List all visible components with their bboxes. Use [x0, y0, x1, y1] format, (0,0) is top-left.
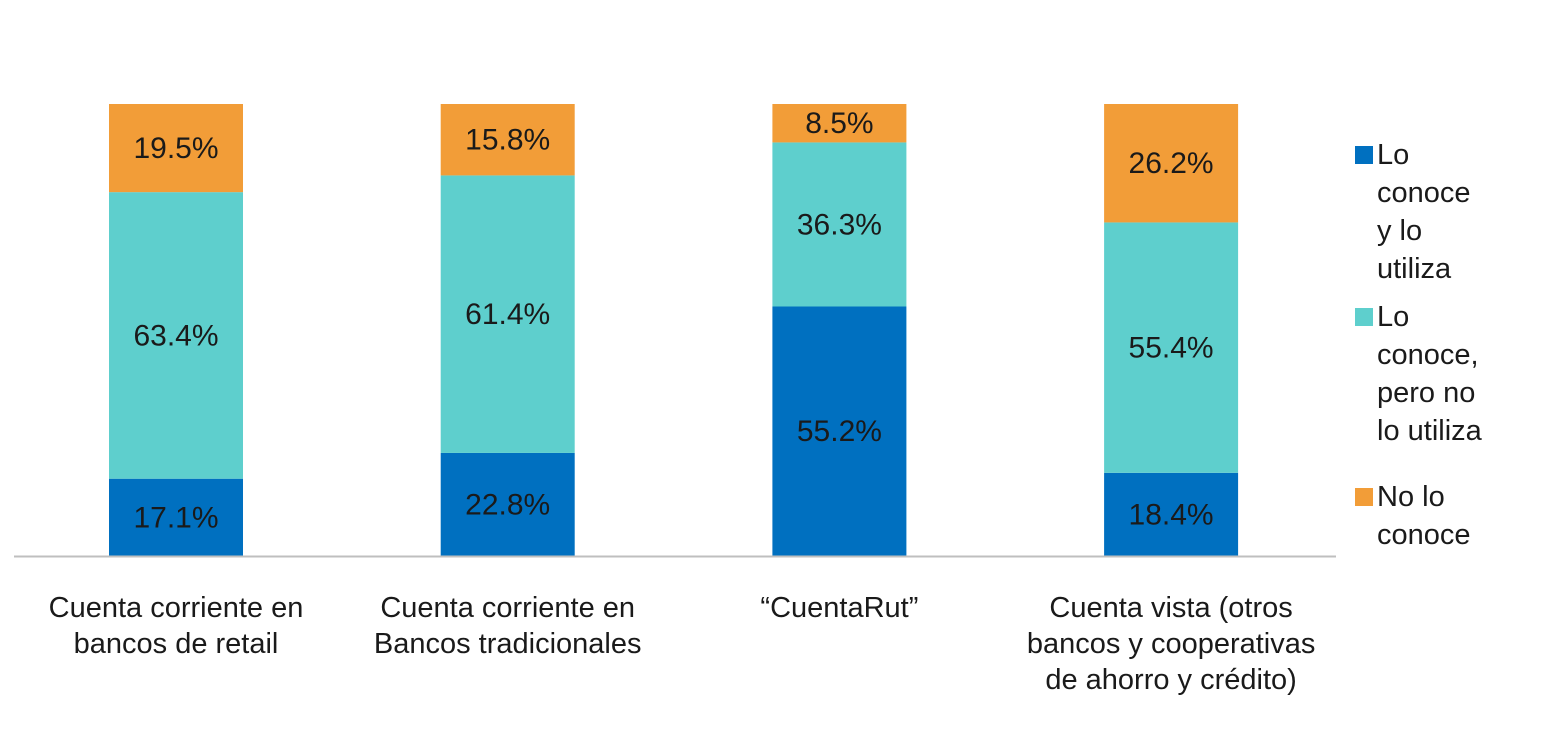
- data-label: 55.4%: [1129, 332, 1214, 365]
- data-label: 26.2%: [1129, 147, 1214, 180]
- legend-swatch: [1355, 308, 1373, 326]
- bar-segment: [109, 192, 243, 479]
- bar-segment: [1104, 222, 1239, 473]
- data-label: 17.1%: [133, 501, 218, 534]
- bar-segment: [772, 142, 907, 307]
- bar-segment: [772, 104, 907, 143]
- legend-item: Lo conoce y lo utiliza: [1355, 136, 1555, 288]
- bar-segment: [440, 452, 575, 556]
- data-label: 19.5%: [133, 132, 218, 165]
- x-tick-label: “CuentaRut”: [760, 592, 919, 624]
- legend-swatch: [1355, 488, 1373, 506]
- x-tick-label: Cuenta corriente en bancos de retail: [48, 592, 304, 660]
- bar-segment: [440, 175, 575, 453]
- bar-segment: [440, 104, 575, 176]
- x-tick-label: Cuenta corriente en Bancos tradicionales: [373, 592, 642, 660]
- data-label: 36.3%: [797, 208, 882, 241]
- bar-segment: [772, 306, 907, 556]
- legend-item: Lo conoce, pero no lo utiliza: [1355, 298, 1555, 450]
- legend-label: Lo conoce y lo utiliza: [1377, 139, 1471, 285]
- legend-label: Lo conoce, pero no lo utiliza: [1377, 301, 1482, 447]
- legend-item: No lo conoce: [1355, 478, 1555, 554]
- data-label: 63.4%: [133, 319, 218, 352]
- data-label: 8.5%: [805, 107, 873, 140]
- data-label: 61.4%: [465, 298, 550, 331]
- data-label: 18.4%: [1129, 498, 1214, 531]
- bar-segment: [109, 104, 243, 193]
- x-tick-label: Cuenta vista (otros bancos y cooperativa…: [1026, 592, 1316, 696]
- data-label: 15.8%: [465, 124, 550, 157]
- bar-segment: [1104, 104, 1239, 223]
- data-label: 55.2%: [797, 415, 882, 448]
- legend-label: No lo conoce: [1377, 481, 1471, 551]
- bar-segment: [109, 478, 243, 556]
- legend-swatch: [1355, 146, 1373, 164]
- bar-segment: [1104, 472, 1239, 556]
- data-label: 22.8%: [465, 488, 550, 521]
